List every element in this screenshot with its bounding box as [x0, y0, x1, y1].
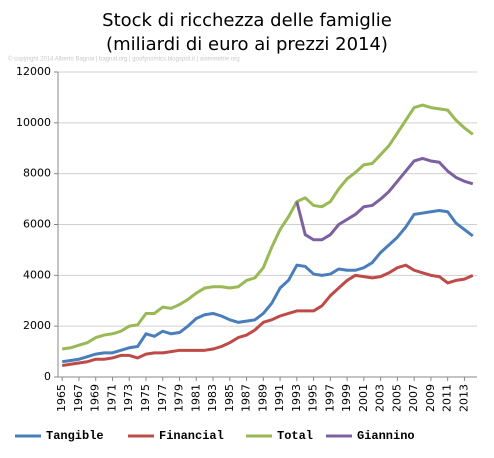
- watermark: © copyright 2014 Alberto Bagnai | bagnai…: [8, 56, 240, 63]
- legend-label: Tangible: [46, 429, 104, 443]
- y-tick-label: 10000: [16, 116, 51, 129]
- series-line: [61, 209, 474, 364]
- x-tick-label: 1981: [189, 384, 202, 412]
- x-tick-label: 2001: [357, 384, 370, 412]
- x-tick-label: 1969: [89, 384, 102, 412]
- x-tick-label: 1983: [206, 384, 219, 412]
- x-tick-label: 1987: [240, 384, 253, 412]
- x-tick-label: 1977: [156, 384, 169, 412]
- chart-subtitle: (miliardi di euro ai prezzi 2014): [106, 34, 388, 55]
- legend-label: Giannino: [357, 429, 415, 443]
- x-tick-label: 1979: [173, 384, 186, 412]
- y-tick-label: 8000: [23, 167, 51, 180]
- series-line: [295, 156, 474, 242]
- y-tick-label: 4000: [23, 268, 51, 281]
- x-tick-label: 2003: [374, 384, 387, 412]
- legend-label: Financial: [159, 429, 224, 443]
- x-tick-label: 1973: [122, 384, 135, 412]
- y-tick-label: 12000: [16, 65, 51, 78]
- chart-title: Stock di ricchezza delle famiglie: [102, 10, 392, 31]
- x-tick-label: 1975: [139, 384, 152, 412]
- x-tick-label: 1991: [273, 384, 286, 412]
- y-tick-label: 0: [44, 370, 51, 383]
- series-line: [61, 103, 474, 351]
- x-tick-label: 2011: [441, 384, 454, 412]
- x-tick-label: 1967: [72, 384, 85, 412]
- legend-label: Total: [277, 429, 313, 443]
- y-tick-label: 6000: [23, 218, 51, 231]
- x-tick-label: 1971: [105, 384, 118, 412]
- x-tick-label: 2009: [424, 384, 437, 412]
- x-tick-label: 2007: [407, 384, 420, 412]
- series-line: [61, 263, 474, 368]
- x-tick-label: 1985: [223, 384, 236, 412]
- x-tick-label: 1997: [323, 384, 336, 412]
- x-tick-label: 2013: [457, 384, 470, 412]
- x-tick-label: 1989: [256, 384, 269, 412]
- x-tick-label: 2005: [390, 384, 403, 412]
- x-tick-label: 1999: [340, 384, 353, 412]
- x-tick-label: 1995: [307, 384, 320, 412]
- x-tick-label: 1993: [290, 384, 303, 412]
- x-tick-label: 1965: [55, 384, 68, 412]
- y-tick-label: 2000: [23, 319, 51, 332]
